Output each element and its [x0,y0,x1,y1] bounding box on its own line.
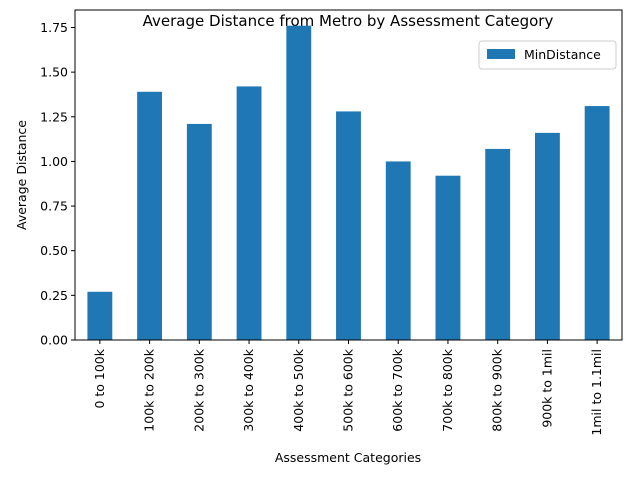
legend-swatch [487,49,515,59]
bar [534,132,560,340]
bar [236,86,262,340]
y-tick-label: 0.00 [40,333,68,348]
bar [336,111,361,340]
bar [186,123,212,340]
x-tick-label: 200k to 300k [191,348,206,431]
x-tick-label: 1mil to 1.1mil [589,349,604,436]
y-tick-label: 0.50 [40,243,68,258]
x-tick-label: 800k to 900k [490,348,505,431]
y-tick-label: 1.25 [40,109,68,124]
y-tick-label: 0.25 [40,288,68,303]
bar [286,25,312,340]
bars-group [87,25,610,341]
bar [137,91,163,341]
y-tick-label: 1.75 [40,20,68,35]
x-tick-label: 600k to 700k [390,348,405,431]
y-tick-label: 1.00 [40,154,68,169]
y-tick-label: 0.75 [40,199,68,214]
x-tick-label: 400k to 500k [291,348,306,431]
chart-title: Average Distance from Metro by Assessmen… [143,12,554,30]
x-tick-label: 0 to 100k [92,348,107,408]
bar [485,148,511,340]
y-axis-label: Average Distance [14,120,29,230]
legend: MinDistance [478,40,617,70]
x-axis-label: Assessment Categories [275,450,421,465]
x-tick-label: 100k to 200k [142,348,157,431]
bar [435,175,461,340]
plot-frame [74,9,623,341]
y-axis-ticks: 0.00 0.25 0.50 0.75 1.00 1.25 1.50 1.75 [40,20,75,348]
bar [584,106,610,340]
x-tick-label: 700k to 800k [440,348,455,431]
x-tick-label: 900k to 1mil [539,349,554,428]
legend-label: MinDistance [524,47,601,62]
x-axis-ticks: 0 to 100k 100k to 200k 200k to 300k 300k to… [92,340,604,436]
bar [87,291,113,340]
y-tick-label: 1.50 [40,65,68,80]
legend-frame [478,40,617,70]
bar [385,161,411,340]
x-tick-label: 300k to 400k [241,348,256,431]
x-tick-label: 500k to 600k [341,348,356,431]
